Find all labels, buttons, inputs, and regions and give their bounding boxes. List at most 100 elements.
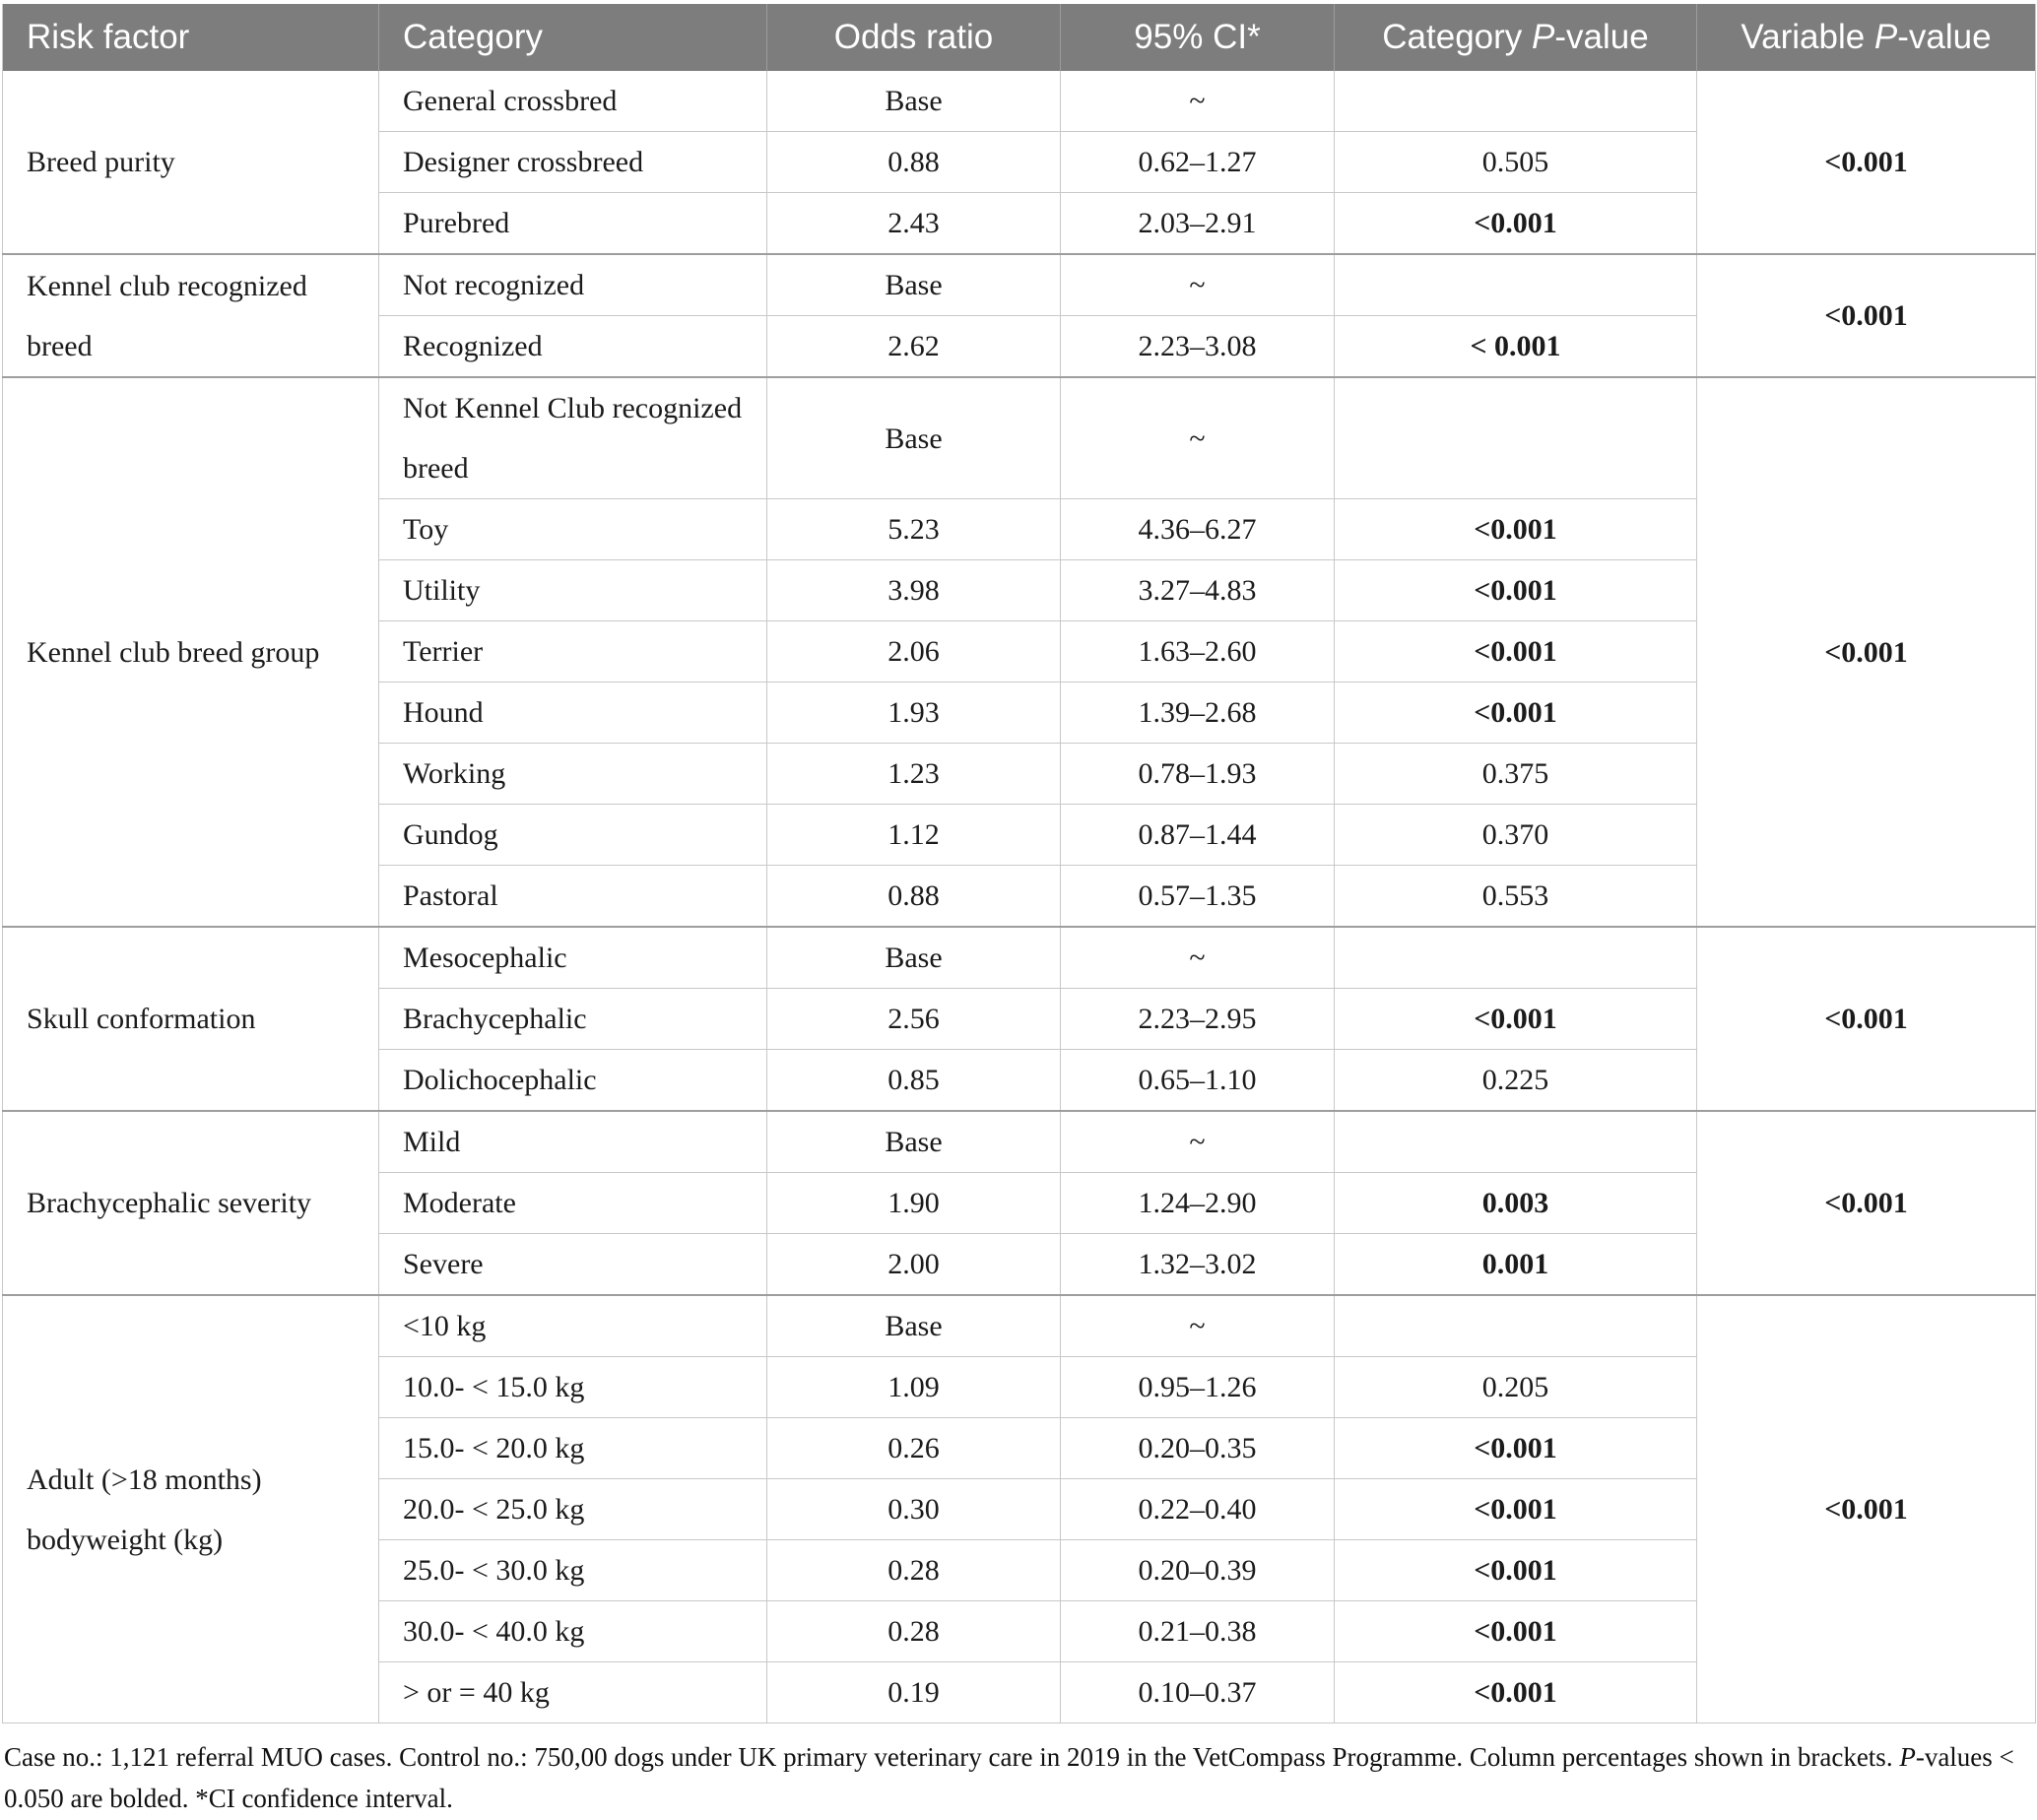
category-cell: Utility	[378, 559, 767, 621]
odds-ratio-cell: Base	[766, 376, 1061, 499]
category-p-value-cell	[1334, 71, 1697, 132]
category-p-value-cell: 0.225	[1334, 1049, 1697, 1112]
ci-cell: 0.20–0.35	[1060, 1417, 1335, 1479]
odds-ratio-cell: Base	[766, 1294, 1061, 1357]
category-p-value-cell: 0.375	[1334, 743, 1697, 805]
header-odds-ratio: Odds ratio	[766, 4, 1061, 71]
odds-ratio-cell: 1.93	[766, 682, 1061, 744]
category-p-value-cell: 0.553	[1334, 865, 1697, 928]
category-cell: Brachycephalic	[378, 988, 767, 1050]
header-risk-factor: Risk factor	[2, 4, 379, 71]
category-cell: Severe	[378, 1233, 767, 1296]
header-variable-p-pre: Variable	[1741, 18, 1874, 56]
variable-p-value-cell: <0.001	[1696, 376, 2036, 928]
variable-p-value-cell: <0.001	[1696, 71, 2036, 255]
category-p-value-cell: 0.001	[1334, 1233, 1697, 1296]
odds-ratio-cell: 1.90	[766, 1172, 1061, 1234]
category-cell: Recognized	[378, 315, 767, 378]
category-p-value-cell	[1334, 1110, 1697, 1173]
ci-cell: 1.24–2.90	[1060, 1172, 1335, 1234]
odds-ratio-cell: 0.85	[766, 1049, 1061, 1112]
category-cell: Pastoral	[378, 865, 767, 928]
risk-factor-cell: Skull conformation	[2, 926, 379, 1112]
category-cell: Dolichocephalic	[378, 1049, 767, 1112]
header-category-p-pre: Category	[1382, 18, 1533, 56]
table-row: Skull conformation Mesocephalic Base ~ <0.00…	[2, 926, 2036, 1112]
risk-factor-cell: Kennel club recognized breed	[2, 253, 379, 378]
odds-ratio-cell: 2.00	[766, 1233, 1061, 1296]
category-p-value-cell: 0.370	[1334, 804, 1697, 866]
odds-ratio-cell: 0.88	[766, 865, 1061, 928]
table-row: Pastoral 0.88 0.57–1.35 0.553	[3, 865, 2036, 928]
category-cell: Hound	[378, 682, 767, 744]
category-cell: 15.0- < 20.0 kg	[378, 1417, 767, 1479]
variable-p-value-cell: <0.001	[1696, 926, 2036, 1112]
table-row: Severe 2.00 1.32–3.02 0.001	[3, 1233, 2036, 1296]
odds-ratio-cell: 0.19	[766, 1661, 1061, 1723]
ci-cell: 0.62–1.27	[1060, 131, 1335, 193]
odds-ratio-cell: 5.23	[766, 498, 1061, 560]
table-header: Risk factor Category Odds ratio 95% CI* …	[2, 4, 2036, 71]
table-footnote: Case no.: 1,121 referral MUO cases. Cont…	[4, 1737, 2033, 1820]
odds-ratio-cell: 1.12	[766, 804, 1061, 866]
odds-ratio-cell: Base	[766, 1110, 1061, 1173]
footnote-italic-p: P	[1899, 1742, 1916, 1772]
ci-cell: 0.95–1.26	[1060, 1356, 1335, 1418]
ci-cell: 0.21–0.38	[1060, 1600, 1335, 1662]
category-p-value-cell	[1334, 1294, 1697, 1357]
ci-cell: 2.23–3.08	[1060, 315, 1335, 378]
risk-factor-cell: Kennel club breed group	[2, 376, 379, 928]
odds-ratio-cell: 1.09	[766, 1356, 1061, 1418]
header-category-p-post: -value	[1554, 18, 1649, 56]
category-cell: 30.0- < 40.0 kg	[378, 1600, 767, 1662]
risk-factor-cell: Brachycephalic severity	[2, 1110, 379, 1296]
table-row: Terrier 2.06 1.63–2.60 <0.001	[3, 620, 2036, 682]
category-p-value-cell: <0.001	[1334, 1417, 1697, 1479]
table-row: > or = 40 kg 0.19 0.10–0.37 <0.001	[3, 1661, 2036, 1723]
table-row: Brachycephalic severity Mild Base ~ <0.001	[2, 1110, 2036, 1296]
variable-p-value-cell: <0.001	[1696, 1110, 2036, 1296]
category-cell: Mild	[378, 1110, 767, 1173]
ci-cell: ~	[1060, 253, 1335, 316]
variable-p-value-cell: <0.001	[1696, 1294, 2036, 1723]
odds-ratio-cell: 2.56	[766, 988, 1061, 1050]
table-row: Moderate 1.90 1.24–2.90 0.003	[3, 1172, 2036, 1234]
risk-factor-table: Risk factor Category Odds ratio 95% CI* …	[2, 4, 2036, 1723]
category-cell: 20.0- < 25.0 kg	[378, 1478, 767, 1540]
header-ci: 95% CI*	[1060, 4, 1335, 71]
odds-ratio-cell: 0.26	[766, 1417, 1061, 1479]
ci-cell: ~	[1060, 376, 1335, 499]
category-p-value-cell: < 0.001	[1334, 315, 1697, 378]
category-p-value-cell: <0.001	[1334, 988, 1697, 1050]
odds-ratio-cell: 3.98	[766, 559, 1061, 621]
category-cell: Mesocephalic	[378, 926, 767, 989]
category-p-value-cell: <0.001	[1334, 1600, 1697, 1662]
header-variable-p-post: -value	[1897, 18, 1992, 56]
category-cell: Terrier	[378, 620, 767, 682]
ci-cell: 4.36–6.27	[1060, 498, 1335, 560]
table-row: Adult (>18 months) bodyweight (kg) <10 kg…	[2, 1294, 2036, 1723]
category-p-value-cell	[1334, 253, 1697, 316]
table-row: Breed purity General crossbred Base ~ <0.001	[2, 71, 2036, 255]
category-cell: General crossbred	[378, 71, 767, 132]
table-row: 30.0- < 40.0 kg 0.28 0.21–0.38 <0.001	[3, 1600, 2036, 1662]
category-cell: Purebred	[378, 192, 767, 255]
table-row: Utility 3.98 3.27–4.83 <0.001	[3, 559, 2036, 621]
category-cell: > or = 40 kg	[378, 1661, 767, 1723]
ci-cell: 0.57–1.35	[1060, 865, 1335, 928]
category-cell: Designer crossbreed	[378, 131, 767, 193]
category-p-value-cell: <0.001	[1334, 192, 1697, 255]
variable-p-value-cell: <0.001	[1696, 253, 2036, 378]
header-row: Risk factor Category Odds ratio 95% CI* …	[2, 4, 2036, 71]
odds-ratio-cell: 2.06	[766, 620, 1061, 682]
risk-factor-cell: Breed purity	[2, 71, 379, 255]
category-cell: Not Kennel Club recognized breed	[378, 376, 767, 499]
odds-ratio-cell: Base	[766, 253, 1061, 316]
odds-ratio-cell: Base	[766, 926, 1061, 989]
category-cell: 10.0- < 15.0 kg	[378, 1356, 767, 1418]
ci-cell: ~	[1060, 1294, 1335, 1357]
ci-cell: 2.23–2.95	[1060, 988, 1335, 1050]
category-p-value-cell: <0.001	[1334, 1478, 1697, 1540]
table-row: 25.0- < 30.0 kg 0.28 0.20–0.39 <0.001	[3, 1539, 2036, 1601]
